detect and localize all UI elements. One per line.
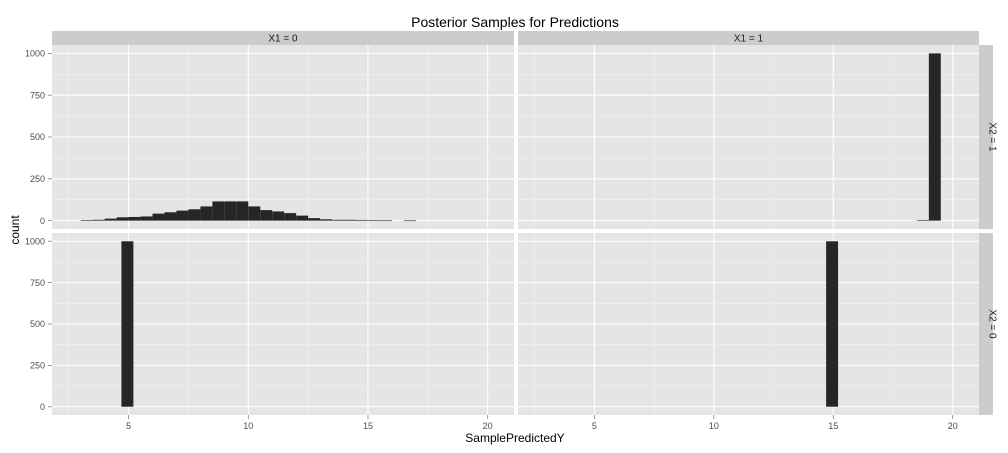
facet-panels: X1 = 0 X1 = 1 X2 = 1 X2 = 0 [52, 31, 998, 415]
histogram-bar [200, 206, 213, 221]
histogram-bar [356, 219, 368, 221]
histogram-bar [826, 241, 839, 407]
histogram-bar [128, 216, 141, 221]
x-tick-label: 20 [483, 421, 493, 431]
y-tick-label: 500 [30, 132, 45, 142]
histogram-bar [152, 213, 165, 221]
facet-strip-row-label: X2 = 1 [987, 122, 998, 152]
x-axis-title: SamplePredictedY [465, 431, 564, 445]
facet-panel-0-1 [518, 45, 979, 229]
histogram-bar [296, 215, 309, 221]
facet-strip-row-1 [979, 233, 993, 415]
histogram-bar [916, 220, 929, 221]
y-tick-label: 0 [40, 402, 45, 412]
histogram-bar [92, 219, 105, 221]
histogram-bar [379, 220, 392, 222]
histogram-bar [320, 219, 333, 221]
chart-title: Posterior Samples for Predictions [411, 14, 619, 30]
histogram-bar [121, 241, 134, 407]
histogram-bar [176, 210, 189, 221]
y-tick-label: 1000 [25, 236, 45, 246]
axes: 0 250 500 750 1000 0 250 500 750 1000 5 10 15 20 5 10 15… [25, 49, 958, 431]
y-tick-label: 0 [40, 216, 45, 226]
x-tick-label: 5 [592, 421, 597, 431]
facet-panel-0-0 [52, 45, 514, 229]
histogram-bar [80, 220, 93, 221]
facet-strip-col-0 [52, 31, 514, 45]
x-tick-label: 20 [948, 421, 958, 431]
histogram-bar [224, 201, 237, 221]
histogram-bar [212, 201, 225, 221]
histogram-bar [284, 213, 297, 221]
y-tick-label: 750 [30, 90, 45, 100]
y-tick-label: 250 [30, 174, 45, 184]
histogram-bar [332, 219, 345, 221]
facet-panel-1-0 [52, 233, 514, 415]
histogram-bar [403, 220, 416, 222]
facet-strip-row-0 [979, 45, 993, 229]
histogram-bar [164, 212, 177, 221]
y-tick-label: 500 [30, 319, 45, 329]
histogram-bar [367, 220, 380, 221]
histogram-bar [104, 218, 117, 221]
histogram-bar [116, 217, 129, 221]
histogram-bar [140, 216, 153, 221]
facet-strip-col-label: X1 = 0 [268, 34, 298, 45]
y-tick-label: 750 [30, 278, 45, 288]
x-tick-label: 10 [709, 421, 719, 431]
histogram-bar [188, 209, 201, 221]
x-tick-label: 5 [126, 421, 131, 431]
histogram-bar [272, 211, 285, 221]
x-tick-label: 15 [828, 421, 838, 431]
x-tick-label: 10 [243, 421, 253, 431]
facet-strip-row-label: X2 = 0 [987, 309, 998, 339]
histogram-bar [308, 218, 321, 221]
facet-strip-col-1 [518, 31, 979, 45]
histogram-bar [928, 53, 941, 221]
histogram-bar [260, 210, 273, 221]
histogram-bar [344, 219, 357, 221]
histogram-bar [248, 206, 261, 221]
facet-strip-col-label: X1 = 1 [734, 34, 764, 45]
y-tick-label: 250 [30, 361, 45, 371]
histogram-bar [236, 201, 249, 221]
y-tick-label: 1000 [25, 49, 45, 59]
x-tick-label: 15 [363, 421, 373, 431]
y-axis-title: count [8, 215, 22, 245]
facet-panel-1-1 [518, 233, 979, 415]
